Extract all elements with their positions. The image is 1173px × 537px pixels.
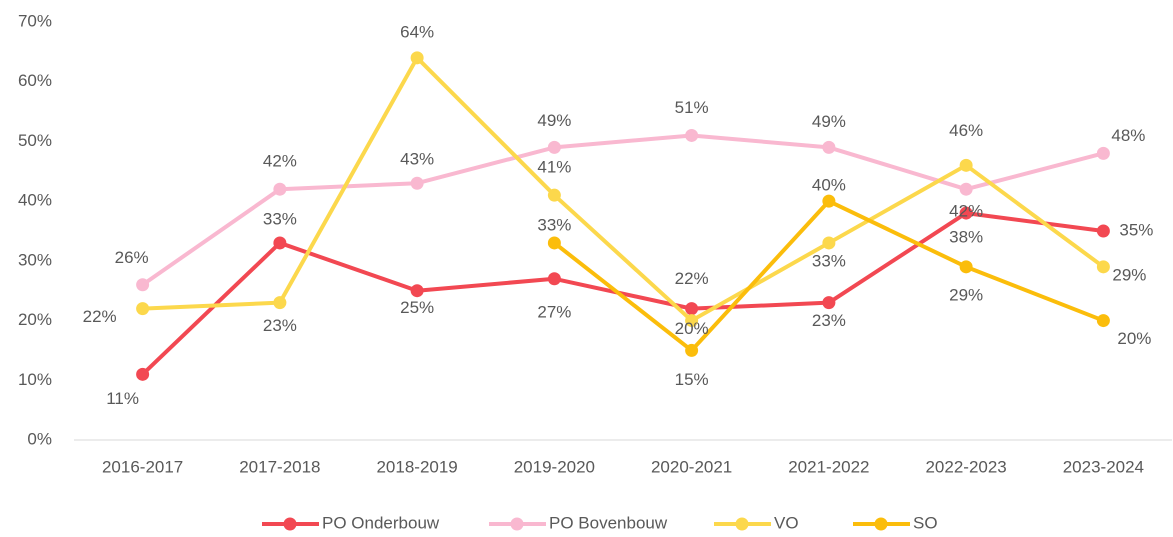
data-label: 49% bbox=[537, 111, 571, 130]
legend-marker bbox=[283, 517, 297, 531]
data-point bbox=[959, 182, 973, 196]
data-point bbox=[273, 182, 287, 196]
data-point bbox=[685, 343, 699, 357]
data-point bbox=[1096, 146, 1110, 160]
data-label: 33% bbox=[812, 251, 846, 270]
x-tick-label: 2022-2023 bbox=[925, 457, 1006, 476]
data-point bbox=[136, 367, 150, 381]
y-tick-label: 20% bbox=[18, 310, 52, 329]
data-point bbox=[959, 206, 973, 220]
data-point bbox=[273, 296, 287, 310]
y-tick-label: 0% bbox=[27, 429, 52, 448]
y-tick-label: 50% bbox=[18, 131, 52, 150]
data-point bbox=[822, 296, 836, 310]
data-point bbox=[410, 51, 424, 65]
data-point bbox=[547, 236, 561, 250]
data-point bbox=[273, 236, 287, 250]
data-point bbox=[547, 188, 561, 202]
legend-marker bbox=[510, 517, 524, 531]
data-point bbox=[410, 176, 424, 190]
data-point bbox=[1096, 260, 1110, 274]
data-label: 48% bbox=[1111, 126, 1145, 145]
data-point bbox=[685, 314, 699, 328]
data-point bbox=[136, 278, 150, 292]
data-point bbox=[685, 128, 699, 142]
data-label: 15% bbox=[675, 370, 709, 389]
y-tick-label: 60% bbox=[18, 71, 52, 90]
data-label: 23% bbox=[263, 316, 297, 335]
data-point bbox=[1096, 224, 1110, 238]
legend-label: VO bbox=[774, 513, 799, 532]
data-label: 51% bbox=[675, 98, 709, 117]
data-point bbox=[822, 194, 836, 208]
y-tick-label: 40% bbox=[18, 191, 52, 210]
data-label: 42% bbox=[949, 202, 983, 221]
data-label: 23% bbox=[812, 311, 846, 330]
series-line bbox=[142, 55, 1105, 323]
data-point bbox=[822, 236, 836, 250]
data-label: 20% bbox=[1117, 329, 1151, 348]
data-label: 43% bbox=[400, 150, 434, 169]
data-label: 22% bbox=[675, 269, 709, 288]
data-label: 46% bbox=[949, 121, 983, 140]
legend-label: SO bbox=[913, 513, 938, 532]
data-label: 26% bbox=[115, 248, 149, 267]
y-tick-label: 10% bbox=[18, 370, 52, 389]
data-label: 33% bbox=[537, 215, 571, 234]
data-label: 64% bbox=[400, 22, 434, 41]
legend-marker bbox=[874, 517, 888, 531]
y-tick-label: 70% bbox=[18, 11, 52, 30]
data-label: 33% bbox=[263, 209, 297, 228]
data-label: 35% bbox=[1119, 220, 1153, 239]
data-point bbox=[959, 158, 973, 172]
data-label: 27% bbox=[537, 302, 571, 321]
data-label: 25% bbox=[400, 298, 434, 317]
data-label: 41% bbox=[537, 158, 571, 177]
data-label: 29% bbox=[949, 285, 983, 304]
x-tick-label: 2019-2020 bbox=[514, 457, 595, 476]
data-label: 11% bbox=[106, 389, 139, 408]
data-label: 42% bbox=[263, 152, 297, 171]
data-point bbox=[136, 302, 150, 316]
x-tick-label: 2017-2018 bbox=[239, 457, 320, 476]
y-tick-label: 30% bbox=[18, 250, 52, 269]
x-tick-label: 2020-2021 bbox=[651, 457, 732, 476]
data-point bbox=[822, 140, 836, 154]
data-point bbox=[685, 302, 699, 316]
data-label: 20% bbox=[675, 319, 709, 338]
x-tick-label: 2016-2017 bbox=[102, 457, 183, 476]
series-line bbox=[141, 133, 1104, 287]
data-label: 40% bbox=[812, 176, 846, 195]
legend-marker bbox=[735, 517, 749, 531]
data-point bbox=[547, 272, 561, 286]
series-line bbox=[141, 211, 1104, 376]
data-point bbox=[410, 284, 424, 298]
data-point bbox=[959, 260, 973, 274]
data-point bbox=[547, 140, 561, 154]
data-label: 22% bbox=[83, 307, 117, 326]
legend-label: PO Bovenbouw bbox=[549, 513, 668, 532]
data-label: 38% bbox=[949, 228, 983, 247]
data-label: 29% bbox=[1112, 265, 1146, 284]
legend-label: PO Onderbouw bbox=[322, 513, 440, 532]
data-label: 49% bbox=[812, 112, 846, 131]
data-point bbox=[1096, 314, 1110, 328]
x-tick-label: 2021-2022 bbox=[788, 457, 869, 476]
x-tick-label: 2023-2024 bbox=[1063, 457, 1144, 476]
x-tick-label: 2018-2019 bbox=[376, 457, 457, 476]
